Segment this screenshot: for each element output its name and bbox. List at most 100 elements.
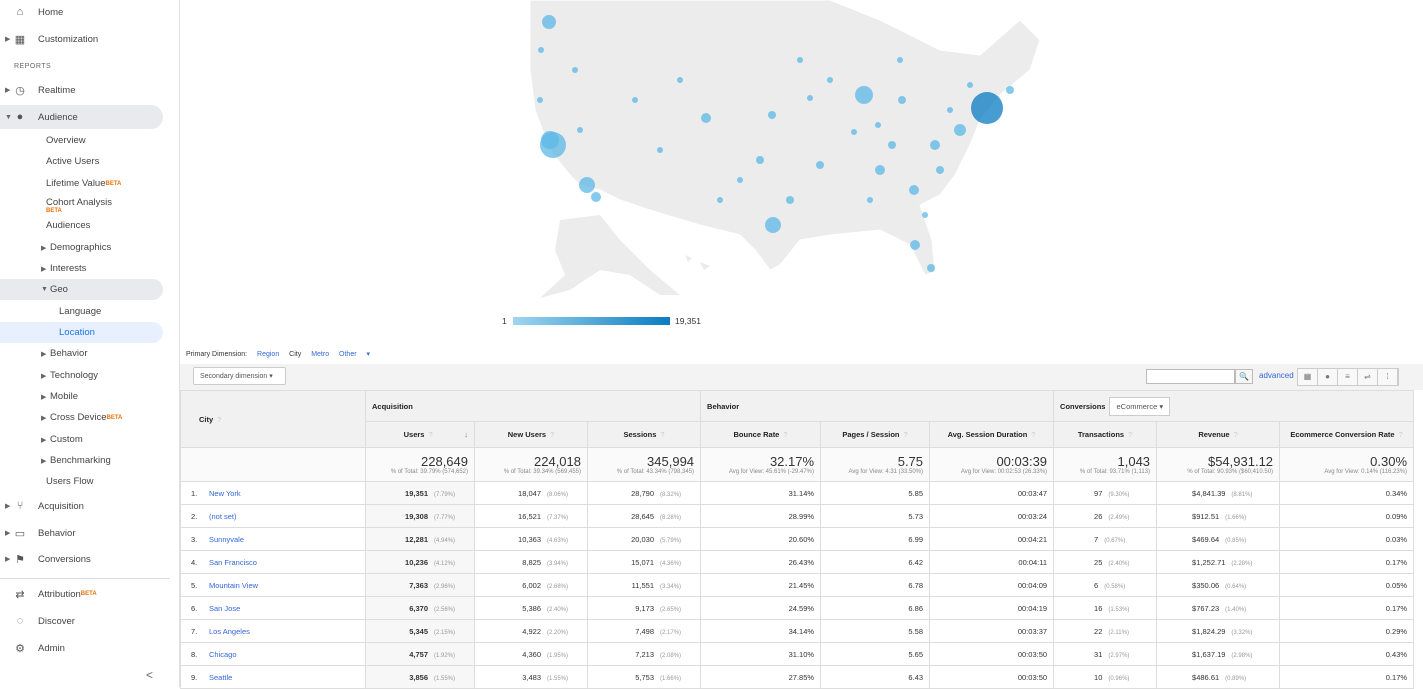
city-link[interactable]: Chicago (209, 649, 237, 659)
city-bubble[interactable] (897, 57, 903, 63)
search-button[interactable]: 🔍 (1235, 369, 1253, 384)
help-icon[interactable]: ? (1031, 430, 1036, 439)
nav-realtime[interactable]: ▶ ◷ Realtime (5, 84, 76, 97)
city-bubble[interactable] (765, 217, 781, 233)
city-bubble[interactable] (888, 141, 896, 149)
city-bubble[interactable] (537, 97, 543, 103)
nav-audience-users-flow[interactable]: Users Flow (0, 471, 163, 492)
nav-home[interactable]: ⌂ Home (0, 0, 163, 24)
dimension-metro[interactable]: Metro (311, 351, 330, 358)
column-header-bounce-rate[interactable]: Bounce Rate? (700, 421, 822, 448)
help-icon[interactable]: ? (1398, 430, 1403, 439)
nav-audience-overview[interactable]: Overview (0, 130, 163, 151)
city-bubble[interactable] (786, 196, 794, 204)
city-bubble[interactable] (807, 95, 813, 101)
city-link[interactable]: Sunnyvale (209, 534, 245, 544)
city-bubble[interactable] (967, 82, 973, 88)
city-bubble[interactable] (875, 122, 881, 128)
nav-audience-cross-device[interactable]: ▶ Cross Device BETA (0, 407, 163, 428)
nav-audience-mobile[interactable]: ▶ Mobile (0, 386, 163, 407)
dimension-other[interactable]: Other ▾ (339, 351, 371, 358)
dimension-region[interactable]: Region (257, 351, 280, 358)
nav-attribution[interactable]: ⇄ Attribution BETA (15, 588, 97, 601)
nav-acquisition[interactable]: ▶ ⑂ Acquisition (5, 500, 84, 512)
pie-view-icon[interactable]: ● (1318, 369, 1338, 385)
sort-desc-icon[interactable]: ↓ (464, 430, 468, 439)
city-bubble[interactable] (701, 113, 711, 123)
city-bubble[interactable] (1006, 86, 1014, 94)
column-header-avg-session-duration[interactable]: Avg. Session Duration? (929, 421, 1055, 448)
nav-audience-cohort-analysis[interactable]: Cohort Analysis BETA (0, 195, 163, 216)
nav-audience-audiences[interactable]: Audiences (0, 215, 163, 236)
city-bubble[interactable] (855, 86, 873, 104)
nav-discover[interactable]: ◌ Discover (0, 609, 163, 633)
column-header-ecommerce-conversion-rate[interactable]: Ecommerce Conversion Rate? (1279, 421, 1415, 448)
city-bubble[interactable] (909, 185, 919, 195)
help-icon[interactable]: ? (428, 430, 433, 439)
city-bubble[interactable] (954, 124, 966, 136)
column-header-pages-session[interactable]: Pages / Session? (820, 421, 931, 448)
pivot-view-icon[interactable]: ⁞ (1378, 369, 1398, 385)
column-header-revenue[interactable]: Revenue? (1156, 421, 1281, 448)
help-icon[interactable]: ? (660, 430, 665, 439)
nav-audience-technology[interactable]: ▶ Technology (0, 365, 163, 386)
city-bubble[interactable] (851, 129, 857, 135)
nav-admin[interactable]: ⚙ Admin (15, 642, 65, 655)
city-bubble[interactable] (756, 156, 764, 164)
nav-audience-custom[interactable]: ▶ Custom (0, 429, 163, 450)
city-link[interactable]: San Jose (209, 603, 241, 613)
city-bubble[interactable] (875, 165, 885, 175)
column-header-sessions[interactable]: Sessions? (586, 421, 702, 448)
nav-audience-geo[interactable]: ▼ Geo (0, 279, 163, 300)
city-link[interactable]: Mountain View (209, 580, 259, 590)
city-bubble[interactable] (910, 240, 920, 250)
city-bubble[interactable] (572, 67, 578, 73)
city-bubble[interactable] (677, 77, 683, 83)
help-icon[interactable]: ? (903, 430, 908, 439)
nav-audience[interactable]: ▼ ● Audience (0, 105, 163, 129)
city-bubble[interactable] (867, 197, 873, 203)
city-bubble[interactable] (768, 111, 776, 119)
city-bubble[interactable] (971, 92, 1003, 124)
nav-audience-language[interactable]: Language (0, 301, 163, 322)
city-header[interactable]: City? (180, 390, 366, 448)
city-link[interactable]: (not set) (209, 511, 237, 521)
nav-audience-lifetime-value[interactable]: Lifetime Value BETA (0, 173, 163, 194)
help-icon[interactable]: ? (217, 414, 222, 424)
help-icon[interactable]: ? (550, 430, 555, 439)
city-bubble[interactable] (632, 97, 638, 103)
city-bubble[interactable] (579, 177, 595, 193)
nav-audience-active-users[interactable]: Active Users (0, 151, 163, 172)
column-header-users[interactable]: Users? ↓ (365, 421, 475, 448)
collapse-sidebar-button[interactable]: < (146, 668, 154, 682)
city-bubble[interactable] (927, 264, 935, 272)
nav-audience-demographics[interactable]: ▶ Demographics (0, 237, 163, 258)
help-icon[interactable]: ? (783, 430, 788, 439)
secondary-dimension-select[interactable]: Secondary dimension ▾ (193, 367, 286, 385)
city-bubble[interactable] (936, 166, 944, 174)
conversions-select[interactable]: eCommerce ▾ (1109, 396, 1171, 416)
help-icon[interactable]: ? (1233, 430, 1238, 439)
table-view-icon[interactable]: ▦ (1298, 369, 1318, 385)
table-search-input[interactable] (1146, 369, 1235, 384)
city-bubble[interactable] (797, 57, 803, 63)
city-bubble[interactable] (542, 15, 556, 29)
city-bubble[interactable] (591, 192, 601, 202)
city-bubble[interactable] (816, 161, 824, 169)
city-bubble[interactable] (538, 47, 544, 53)
nav-conversions[interactable]: ▶ ⚑ Conversions (5, 553, 91, 566)
city-bubble[interactable] (717, 197, 723, 203)
city-link[interactable]: San Francisco (209, 557, 257, 567)
city-bubble[interactable] (898, 96, 906, 104)
nav-audience-behavior[interactable]: ▶ Behavior (0, 343, 163, 364)
city-link[interactable]: Los Angeles (209, 626, 250, 636)
advanced-filter-link[interactable]: advanced (1259, 371, 1294, 380)
help-icon[interactable]: ? (1128, 430, 1133, 439)
nav-behavior[interactable]: ▶ ▭ Behavior (5, 527, 76, 540)
city-bubble[interactable] (827, 77, 833, 83)
city-link[interactable]: New York (209, 488, 241, 498)
nav-audience-interests[interactable]: ▶ Interests (0, 258, 163, 279)
column-header-new-users[interactable]: New Users? (474, 421, 588, 448)
city-bubble[interactable] (541, 131, 559, 149)
column-header-transactions[interactable]: Transactions? (1053, 421, 1158, 448)
